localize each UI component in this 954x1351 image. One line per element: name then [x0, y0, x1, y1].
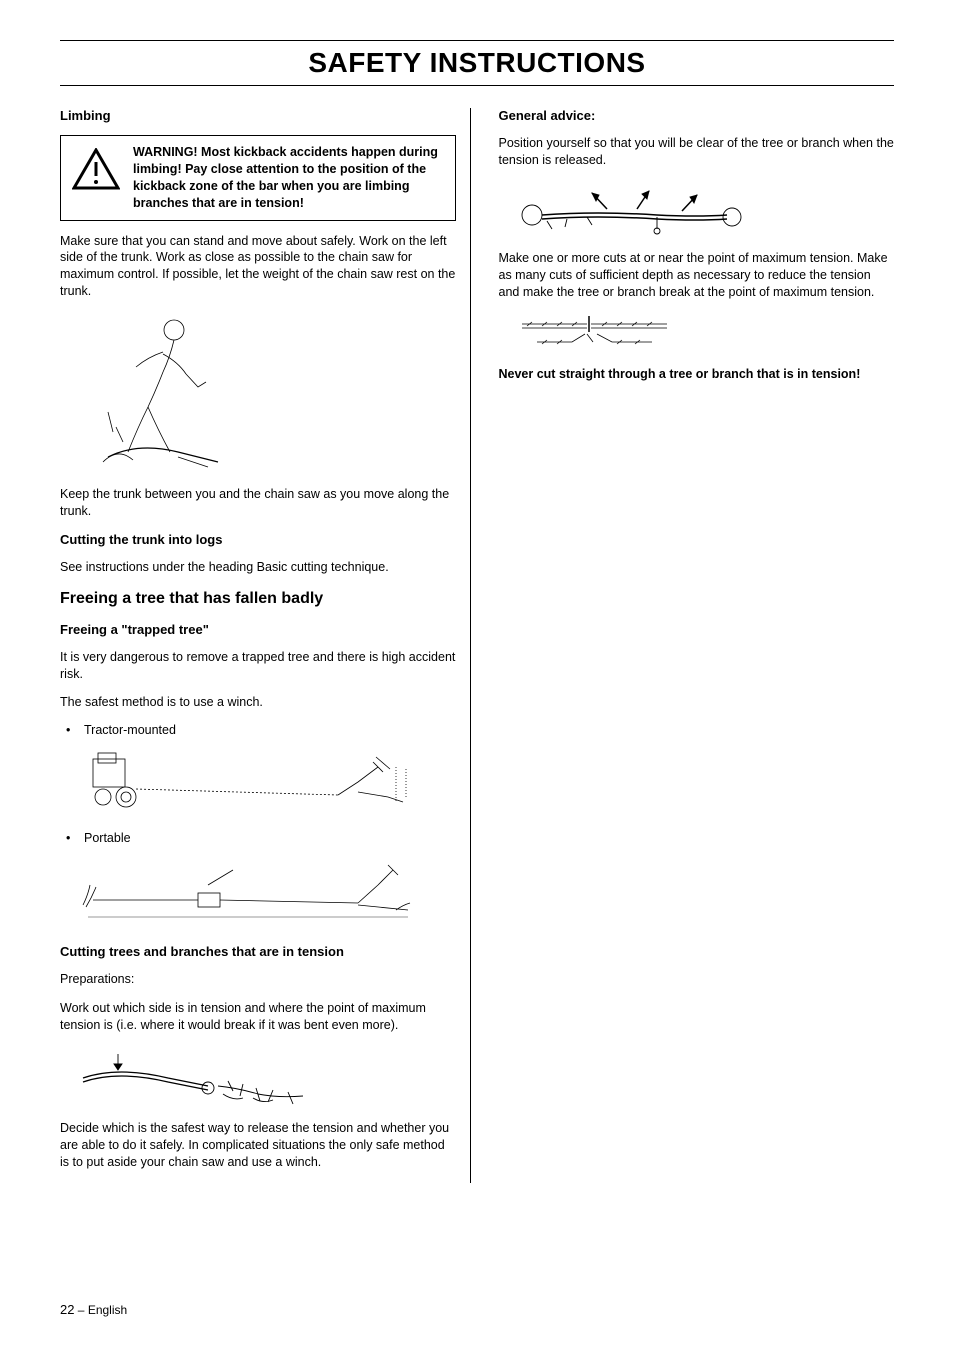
page-footer: 22 – English: [60, 1302, 127, 1317]
advice-p2: Make one or more cuts at or near the poi…: [499, 250, 895, 301]
limbing-p1: Make sure that you can stand and move ab…: [60, 233, 456, 301]
trapped-p2: The safest method is to use a winch.: [60, 694, 456, 711]
trapped-p1: It is very dangerous to remove a trapped…: [60, 649, 456, 683]
portable-winch-illustration: [78, 855, 456, 930]
tension-heading: Cutting trees and branches that are in t…: [60, 944, 456, 959]
clear-position-illustration: [517, 181, 895, 236]
left-column: Limbing WARNING! Most kickback accidents…: [60, 108, 471, 1183]
advice-heading: General advice:: [499, 108, 895, 123]
page-language: English: [88, 1303, 127, 1317]
tension-diagram-illustration: [78, 1046, 456, 1106]
winch-list-2: Portable: [60, 831, 456, 845]
list-item: Portable: [60, 831, 456, 845]
limbing-p2: Keep the trunk between you and the chain…: [60, 486, 456, 520]
tension-p1: Preparations:: [60, 971, 456, 988]
page-title: SAFETY INSTRUCTIONS: [60, 40, 894, 86]
tension-p2: Work out which side is in tension and wh…: [60, 1000, 456, 1034]
advice-p1: Position yourself so that you will be cl…: [499, 135, 895, 169]
freeing-heading: Freeing a tree that has fallen badly: [60, 590, 456, 608]
right-column: General advice: Position yourself so tha…: [499, 108, 895, 1183]
advice-p3: Never cut straight through a tree or bra…: [499, 366, 895, 383]
warning-text: WARNING! Most kickback accidents happen …: [133, 144, 447, 212]
cutting-logs-p1: See instructions under the heading Basic…: [60, 559, 456, 576]
trapped-heading: Freeing a "trapped tree": [60, 622, 456, 637]
warning-icon: [69, 144, 123, 190]
cuts-diagram-illustration: [517, 312, 895, 352]
cutting-logs-heading: Cutting the trunk into logs: [60, 532, 456, 547]
warning-box: WARNING! Most kickback accidents happen …: [60, 135, 456, 221]
limbing-figure-illustration: [78, 312, 456, 472]
tension-p3: Decide which is the safest way to releas…: [60, 1120, 456, 1171]
tractor-winch-illustration: [78, 747, 456, 817]
list-item: Tractor-mounted: [60, 723, 456, 737]
footer-separator: –: [74, 1303, 87, 1317]
page-number: 22: [60, 1302, 74, 1317]
limbing-heading: Limbing: [60, 108, 456, 123]
two-column-layout: Limbing WARNING! Most kickback accidents…: [60, 108, 894, 1183]
winch-list: Tractor-mounted: [60, 723, 456, 737]
